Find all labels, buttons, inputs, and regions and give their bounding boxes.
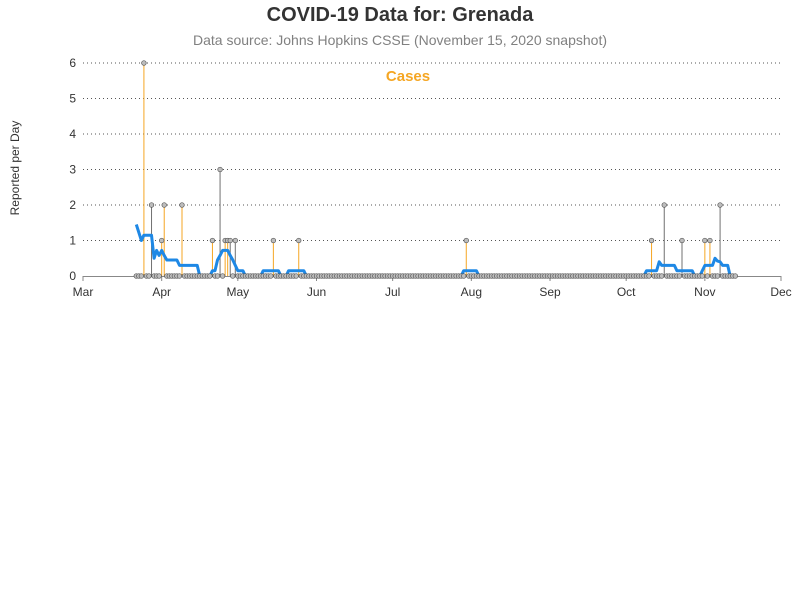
zero-point (676, 273, 683, 279)
zero-point (230, 273, 236, 279)
case-point (707, 237, 713, 244)
zero-point (461, 273, 467, 279)
x-tick-label: Mar (73, 285, 94, 299)
zero-point (219, 273, 226, 279)
case-point (159, 237, 165, 244)
y-tick-label: 2 (69, 198, 76, 212)
zero-point (207, 273, 213, 279)
x-tick-label: Sep (539, 285, 561, 299)
case-point (296, 237, 302, 244)
y-tick-label: 0 (69, 269, 76, 283)
y-tick-label: 6 (69, 56, 76, 70)
x-axis: Mar Apr May Jun Jul Aug Sep Oct Nov Dec (73, 276, 792, 299)
x-tick-label: May (226, 285, 249, 299)
zero-point (659, 273, 665, 279)
case-point (141, 60, 147, 66)
case-point (232, 237, 238, 244)
case-point (270, 237, 277, 244)
x-tick-label: Aug (461, 285, 482, 299)
y-tick-label: 4 (69, 127, 76, 141)
y-axis-label: Reported per Day (8, 121, 22, 216)
case-point (217, 166, 223, 173)
zero-point (704, 273, 711, 279)
x-tick-label: Jun (307, 285, 326, 299)
x-tick-label: Nov (694, 285, 715, 299)
chart-title: COVID-19 Data for: Grenada (266, 4, 534, 26)
x-tick-label: Apr (152, 285, 171, 299)
zero-point (714, 273, 721, 279)
y-tick-label: 3 (69, 163, 76, 177)
zero-point (268, 273, 274, 279)
y-tick-label: 1 (69, 234, 76, 248)
x-tick-label: Oct (617, 285, 636, 299)
legend-cases: Cases (386, 68, 430, 85)
y-tick-label: 5 (69, 92, 76, 106)
case-point (209, 237, 216, 244)
x-tick-label: Jul (385, 285, 400, 299)
case-point (227, 237, 233, 244)
zero-point (176, 273, 183, 279)
zero-point (214, 273, 221, 279)
case-markers (133, 60, 738, 279)
x-tick-label: Dec (770, 285, 791, 299)
case-point (161, 202, 167, 208)
zero-point (699, 273, 705, 279)
chart-subtitle: Data source: Johns Hopkins CSSE (Novembe… (193, 32, 607, 48)
zero-point (146, 273, 152, 279)
y-axis-ticks: 0 1 2 3 4 5 6 (69, 56, 76, 283)
zero-point (293, 273, 299, 279)
zero-point (646, 273, 652, 279)
gridlines (83, 62, 781, 241)
zero-point (156, 273, 162, 279)
case-point (148, 202, 155, 208)
zero-point (138, 273, 145, 279)
case-point (679, 237, 685, 244)
case-point (648, 237, 655, 244)
case-point (661, 202, 667, 208)
case-point (463, 237, 469, 244)
case-point (179, 202, 185, 208)
case-point (702, 237, 708, 244)
zero-point (732, 273, 738, 279)
case-point (717, 202, 723, 208)
